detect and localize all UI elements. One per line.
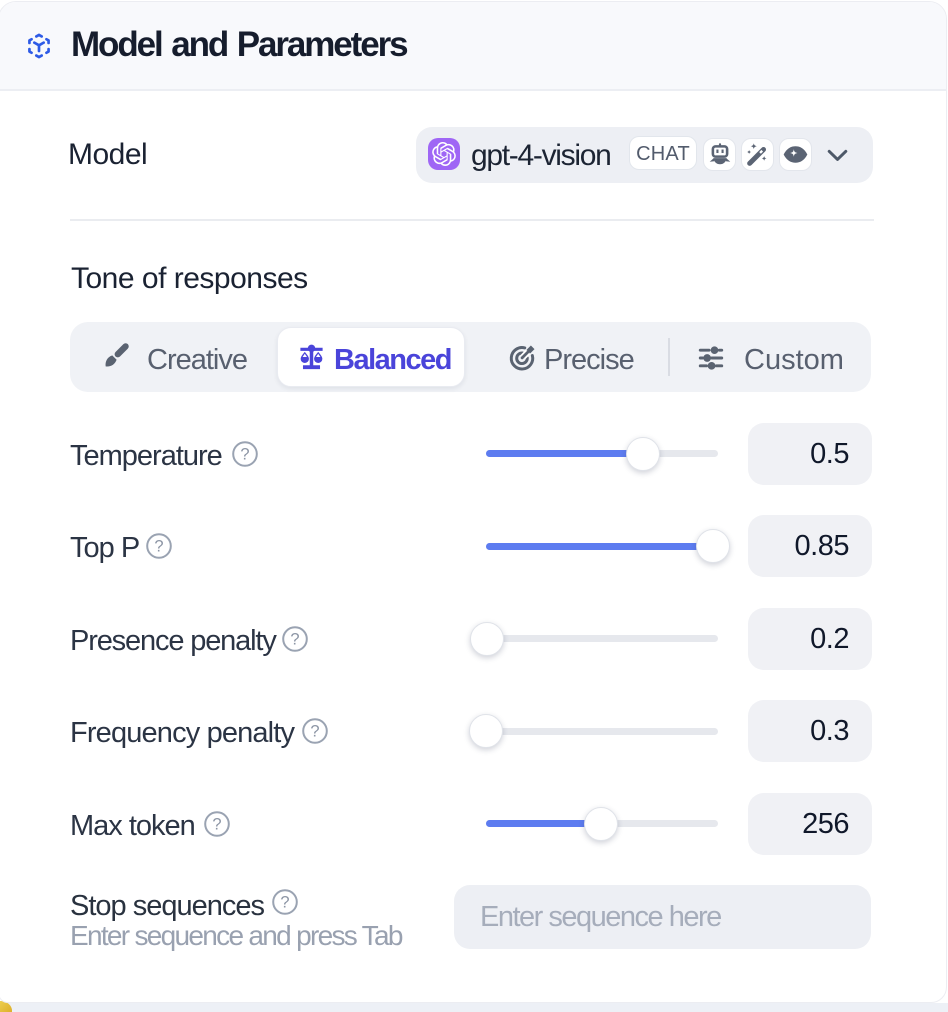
svg-text:?: ? <box>212 815 221 833</box>
svg-text:?: ? <box>290 630 299 648</box>
svg-text:?: ? <box>280 893 289 911</box>
svg-text:?: ? <box>240 445 249 463</box>
svg-text:?: ? <box>154 537 163 555</box>
svg-text:?: ? <box>310 722 319 740</box>
